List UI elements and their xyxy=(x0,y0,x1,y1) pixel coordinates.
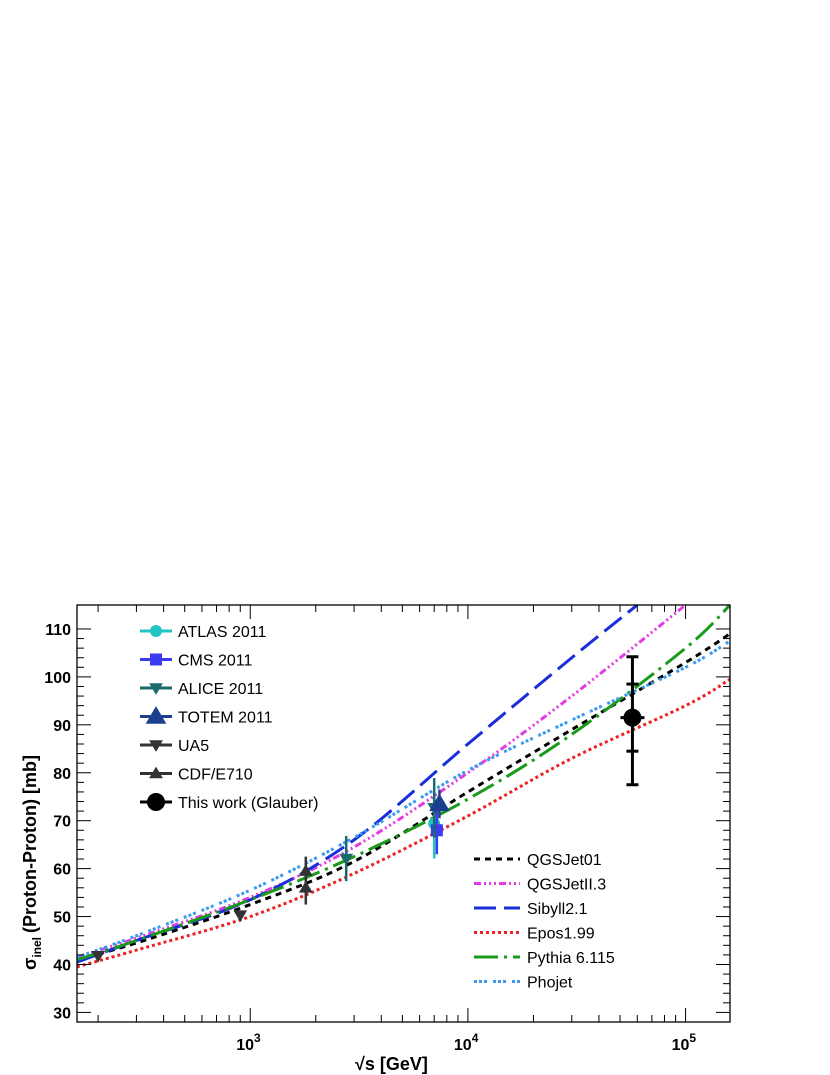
legend-entry: UA5 xyxy=(178,738,209,755)
data-point xyxy=(429,793,450,812)
y-axis-sigma: σ xyxy=(20,958,40,970)
legend-marker xyxy=(145,706,167,724)
model-curve-epos1-99 xyxy=(77,678,730,969)
x-tick-exponent: 3 xyxy=(254,1031,261,1045)
legend-entry: CMS 2011 xyxy=(178,653,253,670)
y-tick-label: 40 xyxy=(53,957,71,974)
data-point xyxy=(233,910,248,923)
model-curve-pythia-6-115 xyxy=(77,605,730,962)
legend-entry: Sibyll2.1 xyxy=(527,901,588,918)
x-tick-label: 105 xyxy=(672,1031,697,1054)
x-axis-title: √s [GeV] xyxy=(355,1054,428,1074)
x-tick-base: 10 xyxy=(454,1037,472,1054)
y-tick-label: 110 xyxy=(45,622,71,639)
data-point xyxy=(91,951,105,963)
data-point xyxy=(339,853,354,866)
legend-marker xyxy=(149,766,163,779)
legend-marker xyxy=(147,793,165,811)
model-curve-qgsjetii-3 xyxy=(77,605,687,959)
x-tick-label: 103 xyxy=(236,1031,261,1054)
legend-entry: QGSJetII.3 xyxy=(527,877,606,894)
legend-entry: CDF/E710 xyxy=(178,767,253,784)
data-point xyxy=(298,880,313,893)
legend-marker xyxy=(149,683,163,695)
legend-entry: ALICE 2011 xyxy=(178,681,263,698)
x-tick-base: 10 xyxy=(672,1037,690,1054)
x-tick-base: 10 xyxy=(236,1037,254,1054)
y-axis-subscript: inel xyxy=(30,937,44,958)
y-axis-title-rest: (Proton-Proton) [mb] xyxy=(20,755,40,933)
data-point xyxy=(298,864,313,876)
legend-entry: This work (Glauber) xyxy=(178,795,318,812)
y-tick-label: 60 xyxy=(53,862,71,879)
model-legend: QGSJet01 QGSJetII.3 Sibyll2.1 Epos1.99 Pythi… xyxy=(474,852,615,992)
data-points xyxy=(91,655,645,963)
x-tick-exponent: 4 xyxy=(472,1031,479,1045)
plot-frame xyxy=(76,604,731,1023)
model-curves xyxy=(77,605,730,969)
y-tick-label: 80 xyxy=(53,766,71,783)
y-tick-label: 70 xyxy=(53,814,71,831)
legend-entry: Pythia 6.115 xyxy=(527,950,615,967)
x-tick-label: 104 xyxy=(454,1031,479,1054)
legend-marker xyxy=(150,653,162,666)
model-curve-phojet xyxy=(77,639,730,959)
legend-entry: TOTEM 2011 xyxy=(178,710,273,727)
data-point xyxy=(623,708,642,727)
legend-entry: Phojet xyxy=(527,975,573,992)
y-axis-title: σinel (Proton-Proton) [mb] xyxy=(20,755,44,970)
data-point xyxy=(430,824,443,837)
axis-ticks xyxy=(77,605,730,1022)
x-tick-exponent: 5 xyxy=(689,1031,696,1045)
legend-entry: QGSJet01 xyxy=(527,852,602,869)
y-tick-label: 90 xyxy=(53,718,71,735)
legend-marker xyxy=(149,740,163,752)
legend-marker xyxy=(150,625,162,637)
data-legend: ATLAS 2011 CMS 2011 ALICE 2011 TOTEM 2011 UA… xyxy=(140,624,318,812)
y-tick-label: 30 xyxy=(53,1005,71,1022)
y-tick-label: 100 xyxy=(44,670,71,687)
y-tick-label: 50 xyxy=(53,910,71,927)
legend-entry: Epos1.99 xyxy=(527,926,595,943)
legend-entry: ATLAS 2011 xyxy=(178,624,266,641)
